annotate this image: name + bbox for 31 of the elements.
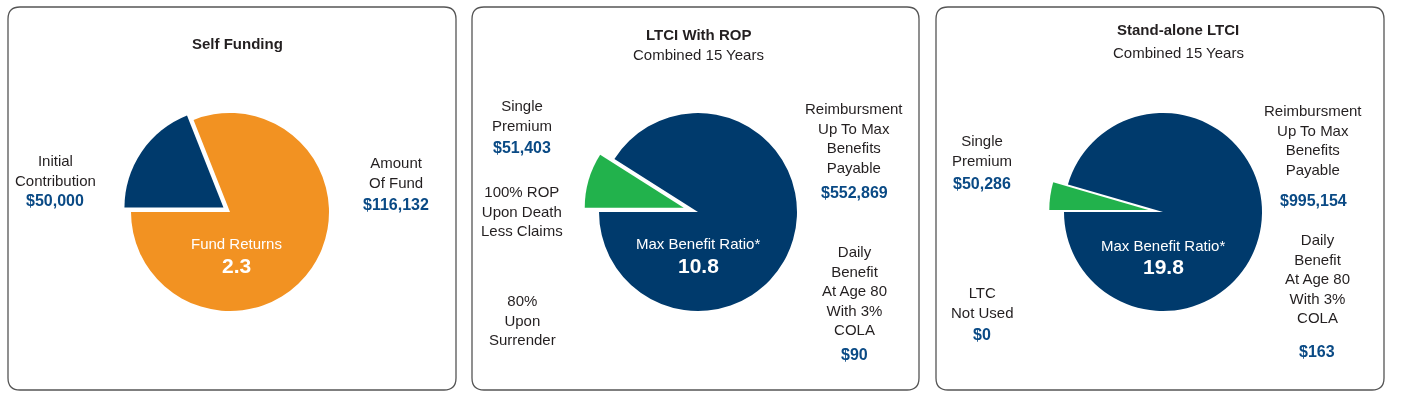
text: 2.3 [222, 254, 252, 277]
chart-subtitle: Combined 15 Years [633, 46, 764, 63]
text: Initial Contribution [15, 152, 96, 189]
text: $50,286 [953, 175, 1011, 192]
text: 100% ROP Upon Death Less Claims [481, 183, 563, 239]
text: Reimbursment Up To Max Benefits Payable [805, 100, 904, 176]
text: $116,132 [363, 196, 429, 213]
text: Fund Returns [191, 235, 282, 252]
text: Amount Of Fund [369, 154, 424, 191]
chart-subtitle: Combined 15 Years [1113, 44, 1244, 61]
text: $90 [841, 346, 868, 363]
text: $50,000 [26, 192, 84, 209]
chart-title: Stand-alone LTCI [1117, 21, 1240, 38]
text: Reimbursment Up To Max Benefits Payable [1264, 102, 1363, 178]
text: Single Premium [952, 132, 1013, 169]
text: $51,403 [493, 139, 551, 156]
text: $0 [973, 326, 991, 343]
text: 80% Upon Surrender [489, 292, 556, 348]
text: Daily Benefit At Age 80 With 3% COLA [822, 243, 888, 338]
text: Single Premium [492, 97, 553, 134]
text: LTC Not Used [951, 284, 1014, 321]
text: $163 [1299, 343, 1335, 360]
text: 10.8 [678, 254, 720, 277]
chart-title: LTCI With ROP [646, 26, 752, 43]
text: $995,154 [1280, 192, 1347, 209]
text: Daily Benefit At Age 80 With 3% COLA [1285, 231, 1351, 326]
text: Max Benefit Ratio* [1101, 237, 1226, 254]
chart-title: Self Funding [192, 35, 283, 52]
text: $552,869 [821, 184, 888, 201]
text: Max Benefit Ratio* [636, 235, 761, 252]
text: 19.8 [1143, 255, 1185, 278]
